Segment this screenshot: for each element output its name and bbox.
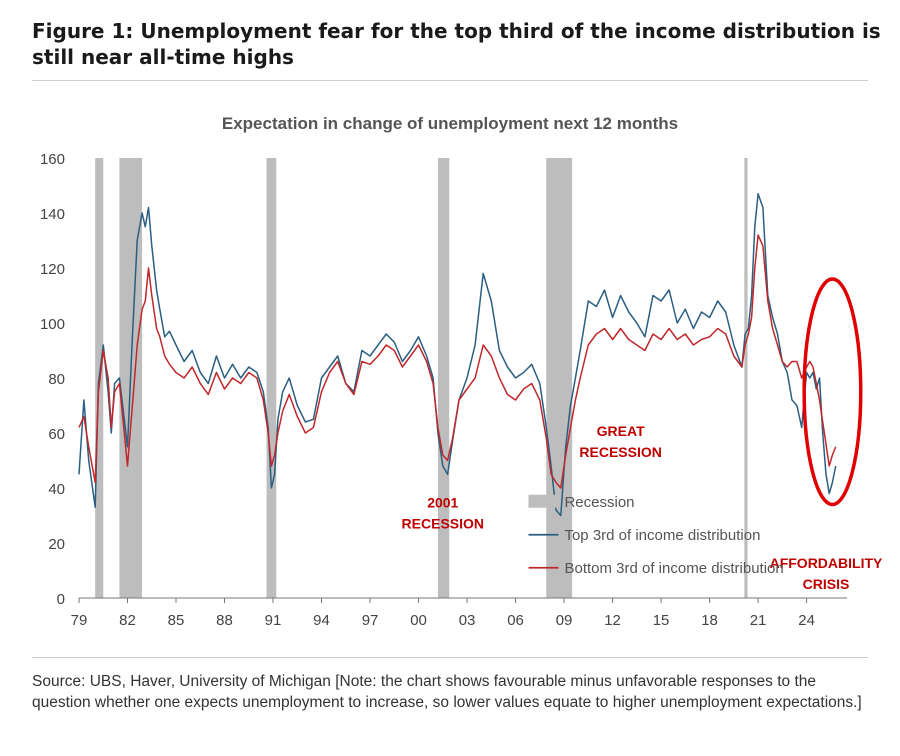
title-divider	[32, 80, 868, 81]
highlight-ellipse	[802, 277, 863, 507]
y-tick-label: 80	[48, 371, 65, 388]
y-tick-label: 60	[48, 426, 65, 443]
x-tick-label: 82	[119, 612, 136, 629]
x-tick-label: 79	[71, 612, 88, 629]
x-tick-label: 03	[459, 612, 476, 629]
y-tick-label: 160	[40, 151, 65, 168]
x-tick-label: 85	[168, 612, 185, 629]
figure-title: Figure 1: Unemployment fear for the top …	[32, 19, 881, 69]
source-divider	[32, 657, 868, 658]
recession-bar-3	[437, 158, 450, 598]
y-tick-label: 140	[40, 206, 65, 223]
chart-title: Expectation in change of unemployment ne…	[222, 114, 678, 133]
legend-label: Bottom 3rd of income distribution	[564, 560, 783, 577]
y-tick-label: 0	[57, 591, 65, 608]
y-tick-label: 100	[40, 316, 65, 333]
annotations: 2001 RECESSION GREAT RECESSION AFFORDABILITY…	[402, 277, 883, 592]
y-tick-label: 120	[40, 261, 65, 278]
recession-bar-4	[546, 158, 573, 598]
annotation-label: GREAT RECESSION	[579, 423, 661, 460]
series-lines	[78, 193, 837, 517]
x-tick-label: 06	[507, 612, 524, 629]
x-tick-label: 21	[750, 612, 767, 629]
x-tick-label: 91	[265, 612, 282, 629]
x-tick-label: 09	[556, 612, 573, 629]
recession-bar-5	[744, 158, 748, 598]
x-tick-label: 94	[313, 612, 330, 629]
legend: Recession Top 3rd of income distribution B…	[528, 494, 784, 577]
x-tick-label: 12	[604, 612, 621, 629]
annotation-label: 2001 RECESSION	[402, 494, 484, 531]
x-tick-label: 97	[362, 612, 379, 629]
recession-bar-2	[266, 158, 277, 598]
legend-label: Recession	[564, 494, 634, 511]
legend-swatch-recession	[528, 494, 559, 508]
y-tick-label: 20	[48, 536, 65, 553]
series-line-bottom-third	[78, 234, 837, 489]
source-note: Source: UBS, Haver, University of Michig…	[32, 673, 862, 711]
x-tick-label: 00	[410, 612, 427, 629]
unemployment-expectation-chart: Expectation in change of unemployment ne…	[40, 114, 883, 629]
y-tick-label: 40	[48, 481, 65, 498]
axes: 0 20 40 60 80 100 120 140 160 79 82 85 88 91 94 97 00 03 0…	[40, 151, 847, 629]
annotation-label: AFFORDABILITY CRISIS	[770, 555, 883, 592]
x-tick-label: 18	[701, 612, 718, 629]
legend-label: Top 3rd of income distribution	[564, 527, 760, 544]
x-tick-label: 15	[653, 612, 670, 629]
x-tick-label: 88	[216, 612, 233, 629]
x-tick-label: 24	[798, 612, 815, 629]
series-line-top-third	[78, 193, 837, 517]
